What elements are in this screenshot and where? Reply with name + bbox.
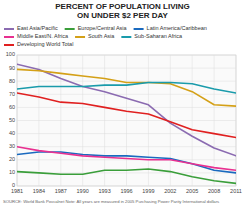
series-line	[17, 69, 236, 106]
x-grid-line	[104, 55, 105, 186]
legend-item: Latin America/Caribbean	[134, 25, 207, 31]
y-tick-label: 20	[9, 156, 15, 162]
legend-swatch	[65, 28, 75, 30]
legend-swatch	[121, 36, 131, 38]
series-line	[17, 83, 236, 93]
legend-label: Europe/Central Asia	[78, 25, 128, 31]
legend-label: Developing World Total	[17, 41, 73, 47]
legend-label: Sub-Saharan Africa	[134, 33, 183, 39]
x-grid-line	[17, 55, 18, 186]
x-grid-line	[126, 55, 127, 186]
x-grid-line	[236, 55, 237, 186]
annotation: SOURCE: World Bank Povcalnet Note: All y…	[3, 199, 219, 204]
x-grid-line	[148, 55, 149, 186]
x-tick-label: 1984	[33, 188, 45, 194]
x-tick-label: 1993	[98, 188, 110, 194]
legend-swatch	[75, 36, 85, 38]
y-tick-label: 50	[9, 117, 15, 123]
y-tick-label: 10	[9, 169, 15, 175]
x-grid-line	[192, 55, 193, 186]
title: PERCENT OF POPULATION LIVING	[55, 2, 190, 11]
x-grid-line	[82, 55, 83, 186]
x-grid-line	[214, 55, 215, 186]
y-tick-label: 40	[9, 130, 15, 136]
legend-item: Sub-Saharan Africa	[121, 33, 183, 39]
legend-swatch	[4, 44, 14, 46]
legend-item: Middle East/N. Africa	[4, 33, 69, 39]
x-tick-label: 2002	[164, 188, 176, 194]
x-tick-label: 1987	[55, 188, 67, 194]
y-tick-label: 100	[6, 51, 15, 57]
x-tick-label: 1999	[142, 188, 154, 194]
y-tick-label: 80	[9, 78, 15, 84]
y-tick-label: 30	[9, 143, 15, 149]
legend-item: Europe/Central Asia	[65, 25, 128, 31]
legend-label: Middle East/N. Africa	[17, 33, 69, 39]
plot-area	[17, 55, 236, 186]
x-tick-label: 2005	[186, 188, 198, 194]
series-line	[17, 169, 236, 183]
grid	[17, 55, 236, 186]
x-tick-label: 1981	[11, 188, 23, 194]
x-tick-label: 2011	[230, 188, 242, 194]
legend-label: Latin America/Caribbean	[147, 25, 207, 31]
series-line	[17, 152, 236, 173]
legend: East Asia/Pacific Europe/Central Asia Lati…	[4, 25, 207, 47]
series-line	[17, 93, 236, 138]
chart: PERCENT OF POPULATION LIVINGON UNDER $2 …	[0, 0, 245, 206]
x-grid-line	[170, 55, 171, 186]
y-tick-label: 90	[9, 65, 15, 71]
series-line	[17, 64, 236, 156]
series-lines	[17, 64, 236, 183]
x-grid-line	[60, 55, 61, 186]
legend-item: South Asia	[75, 33, 115, 39]
x-tick-label: 1996	[120, 188, 132, 194]
legend-label: East Asia/Pacific	[17, 25, 58, 31]
y-tick-label: 70	[9, 91, 15, 97]
x-tick-label: 1990	[77, 188, 89, 194]
y-tick-label: 60	[9, 104, 15, 110]
legend-swatch	[4, 28, 14, 30]
axes: 0102030405060708090100198119841987199019…	[6, 51, 242, 194]
x-tick-label: 2008	[208, 188, 220, 194]
legend-swatch	[4, 36, 14, 38]
legend-item: East Asia/Pacific	[4, 25, 58, 31]
legend-swatch	[134, 28, 144, 30]
legend-item: Developing World Total	[4, 41, 73, 47]
x-grid-line	[38, 55, 39, 186]
series-line	[17, 147, 236, 171]
legend-label: South Asia	[88, 33, 115, 39]
subtitle: ON UNDER $2 PER DAY	[77, 11, 169, 20]
